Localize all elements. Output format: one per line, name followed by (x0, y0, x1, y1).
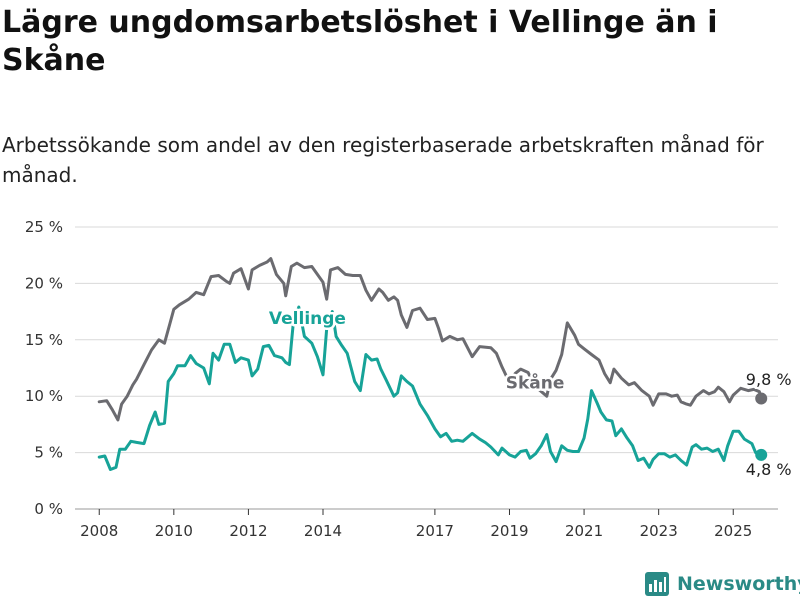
newsworthy-logo-icon (645, 572, 669, 596)
x-tick-label: 2021 (565, 522, 603, 540)
end-label-skane: 9,8 % (746, 370, 792, 389)
brand-logo: Newsworthy (645, 570, 800, 598)
series-lines (97, 257, 768, 471)
series-line-skane (97, 257, 763, 422)
series-labels: Vellinge Skåne 9,8 % 4,8 % (266, 307, 793, 482)
series-label-vellinge: Vellinge (269, 309, 346, 329)
end-label-vellinge: 4,8 % (746, 460, 792, 479)
series-line-vellinge (97, 305, 763, 471)
x-tick-label: 2019 (490, 522, 528, 540)
chart-title: Lägre ungdomsarbetslöshet i Vellinge än … (2, 5, 718, 78)
y-tick-label: 0 % (34, 500, 63, 518)
end-point-skane (755, 392, 768, 405)
x-tick-label: 2012 (229, 522, 267, 540)
x-tick-label: 2008 (80, 522, 118, 540)
y-axis: 0 % 5 % 10 % 15 % 20 % 25 % (25, 218, 63, 518)
brand-name: Newsworthy (677, 573, 800, 595)
x-tick-label: 2025 (714, 522, 752, 540)
y-tick-label: 25 % (25, 218, 63, 236)
y-tick-label: 10 % (25, 387, 63, 405)
chart-subtitle: Arbetssökande som andel av den registerb… (2, 133, 764, 187)
gridlines (75, 226, 778, 510)
end-point-vellinge (755, 448, 768, 461)
x-tick-label: 2023 (640, 522, 678, 540)
series-label-skane: Skåne (506, 371, 565, 393)
y-tick-label: 5 % (34, 444, 63, 462)
x-tick-label: 2014 (304, 522, 342, 540)
x-axis: 2008 2010 2012 2014 2017 2019 2021 2023 2025 (80, 509, 752, 540)
y-tick-label: 20 % (25, 274, 63, 292)
y-tick-label: 15 % (25, 331, 63, 349)
x-tick-label: 2017 (416, 522, 454, 540)
line-chart: 0 %5 %10 %15 %20 %25 % 2008 2010 2012 2014 2… (25, 218, 794, 540)
x-tick-label: 2010 (155, 522, 193, 540)
